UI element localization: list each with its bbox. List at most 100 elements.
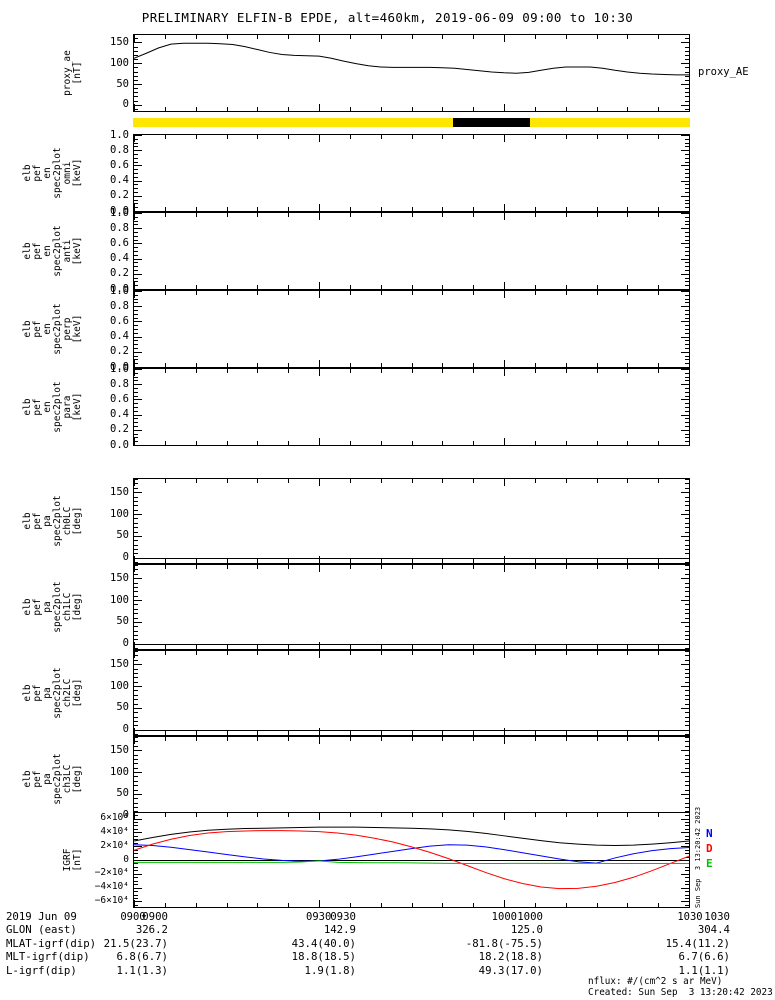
series-b-total (134, 826, 689, 846)
footer-row-label: MLT-igrf(dip) (6, 950, 90, 964)
footer-row-label: MLAT-igrf(dip) (6, 936, 97, 950)
y-tick-label: 50 (116, 77, 129, 90)
footer-cell: 21.5(23.7) (103, 936, 168, 950)
footer-cell: 125.0 (510, 923, 543, 937)
created-timestamp-vertical: Sun Sep 3 13:20:42 2023 (694, 806, 702, 908)
plot-panel-proxy-ae (133, 34, 690, 112)
y-tick-label: 50 (116, 787, 129, 800)
footer-row-label: 2019 Jun 09 (6, 910, 77, 923)
y-tick-label: 0 (122, 723, 129, 736)
y-tick-label: 0.6 (110, 392, 129, 405)
y-tick-label: 0 (122, 98, 129, 111)
y-tick-label: 0.4 (110, 330, 129, 343)
y-tick-label: 150 (110, 571, 129, 584)
y-tick-label: −2×10⁴ (94, 867, 129, 879)
plot-panel-pa-ch0lc (133, 478, 690, 564)
y-tick-label: 0.8 (110, 299, 129, 312)
y-tick-label: 100 (110, 507, 129, 520)
y-tick-label: 0 (122, 809, 129, 822)
panel-plot-area-en-perp (134, 291, 689, 367)
y-tick-labels-pa-ch3lc: 0 50 100 150 (83, 736, 129, 822)
y-tick-label: 0.0 (110, 438, 129, 451)
proxy-ae-right-label: proxy_AE (698, 66, 749, 78)
y-tick-labels-pa-ch2lc: 0 50 100 150 (83, 650, 129, 736)
plot-panel-igrf (133, 812, 690, 908)
y-tick-label: 0.6 (110, 236, 129, 249)
footer-row: MLT-igrf(dip) 6.8(6.7) 18.8(18.5) 18.2(18.8… (6, 950, 775, 963)
footer-row-label: L-igrf(dip) (6, 963, 77, 977)
panel-plot-area-pa-ch3lc (134, 737, 689, 821)
y-tick-label: 0.8 (110, 221, 129, 234)
y-tick-labels-en-para: 0.0 0.2 0.4 0.6 0.8 1.0 (83, 363, 129, 450)
y-axis-label-line: [deg] (72, 506, 83, 536)
footer-cell: 15.4(11.2) (665, 936, 730, 950)
y-tick-label: 0.2 (110, 267, 129, 280)
footer-notes: nflux: #/(cm^2 s ar MeV) Created: Sun Sep… (588, 976, 773, 998)
series-e (134, 860, 689, 864)
y-tick-label: 0.2 (110, 345, 129, 358)
plot-panel-en-anti (133, 212, 690, 290)
footer-cell: 1.1(1.3) (116, 963, 168, 977)
footer-cell: 1.9(1.8) (304, 963, 356, 977)
footer-row: L-igrf(dip) 1.1(1.3) 1.9(1.8) 49.3(17.0) 1.1… (6, 964, 775, 977)
footer-cell: -81.8(-75.5) (465, 936, 543, 950)
panel-plot-area-pa-ch2lc (134, 651, 689, 735)
y-axis-label-pa-ch0lc: elb pef pa spec2plot ch0LC [deg] (0, 478, 83, 564)
y-axis-label-line: [keV] (72, 392, 83, 422)
panel-plot-area-en-para (134, 369, 689, 445)
y-tick-label: 0.0 (110, 282, 129, 295)
y-tick-label: 0.4 (110, 174, 129, 187)
y-tick-label: 100 (110, 593, 129, 606)
page-title: PRELIMINARY ELFIN-B EPDE, alt=460km, 201… (141, 10, 634, 25)
footer-cell: 0930 (330, 910, 356, 923)
y-axis-label-en-anti: elb pef en spec2plot anti [keV] (0, 212, 83, 290)
footer-note: Created: Sun Sep 3 13:20:42 2023 (588, 987, 773, 998)
y-tick-label: 0.4 (110, 408, 129, 421)
y-axis-label-igrf: IGRF [nT] (0, 812, 83, 908)
y-tick-label: 2×10⁴ (100, 839, 129, 851)
y-tick-label: 0.8 (110, 377, 129, 390)
plot-panel-pa-ch1lc (133, 564, 690, 650)
y-axis-label-pa-ch1lc: elb pef pa spec2plot ch1LC [deg] (0, 564, 83, 650)
y-axis-label-en-para: elb pef en spec2plot para [keV] (0, 368, 83, 446)
y-tick-label: 1.0 (110, 206, 129, 219)
y-axis-label-line: [deg] (72, 592, 83, 622)
y-tick-label: 0.0 (110, 360, 129, 373)
footer-cell: 326.2 (135, 923, 168, 937)
footer-cell: 18.8(18.5) (291, 950, 356, 964)
status-bar-background (133, 118, 690, 127)
plot-panel-pa-ch3lc (133, 736, 690, 822)
y-axis-label-line: [keV] (72, 158, 83, 188)
y-tick-label: 0.2 (110, 423, 129, 436)
y-tick-label: 1.0 (110, 128, 129, 141)
footer-table: 2019 Jun 09 0900 0930 1000 1030 GLON (east) 32… (6, 910, 775, 977)
y-tick-label: 100 (110, 765, 129, 778)
y-tick-label: 0.6 (110, 314, 129, 327)
panel-plot-area-en-anti (134, 213, 689, 289)
y-tick-label: −4×10⁴ (94, 881, 129, 893)
y-tick-label: 100 (110, 679, 129, 692)
legend-entry-d: D (706, 842, 713, 855)
y-tick-label: 0.4 (110, 252, 129, 265)
y-tick-label: 4×10⁴ (100, 825, 129, 837)
plot-panel-en-perp (133, 290, 690, 368)
footer-cell: 43.4(40.0) (291, 936, 356, 950)
y-tick-label: 6×10⁴ (100, 812, 129, 824)
y-tick-label: 0.2 (110, 189, 129, 202)
y-axis-label-pa-ch3lc: elb pef pa spec2plot ch3LC [deg] (0, 736, 83, 822)
y-tick-labels-en-perp: 0.0 0.2 0.4 0.6 0.8 1.0 (83, 285, 129, 372)
y-axis-label-line: [keV] (72, 236, 83, 266)
panel-plot-area-igrf (134, 813, 689, 907)
footer-cell: 1030 (704, 910, 730, 923)
y-tick-label: 150 (110, 485, 129, 498)
legend-entry-e: E (706, 857, 713, 870)
status-bar-segment (453, 118, 531, 127)
y-tick-label: 150 (110, 35, 129, 48)
y-tick-label: 0.8 (110, 143, 129, 156)
series-d (134, 830, 689, 890)
footer-row: GLON (east) 326.2 142.9 125.0 304.4 (6, 923, 775, 936)
panel-plot-area-en-omni (134, 135, 689, 211)
y-tick-labels-proxy-ae: 0 50 100 150 (83, 34, 129, 112)
y-tick-labels-en-anti: 0.0 0.2 0.4 0.6 0.8 1.0 (83, 207, 129, 294)
